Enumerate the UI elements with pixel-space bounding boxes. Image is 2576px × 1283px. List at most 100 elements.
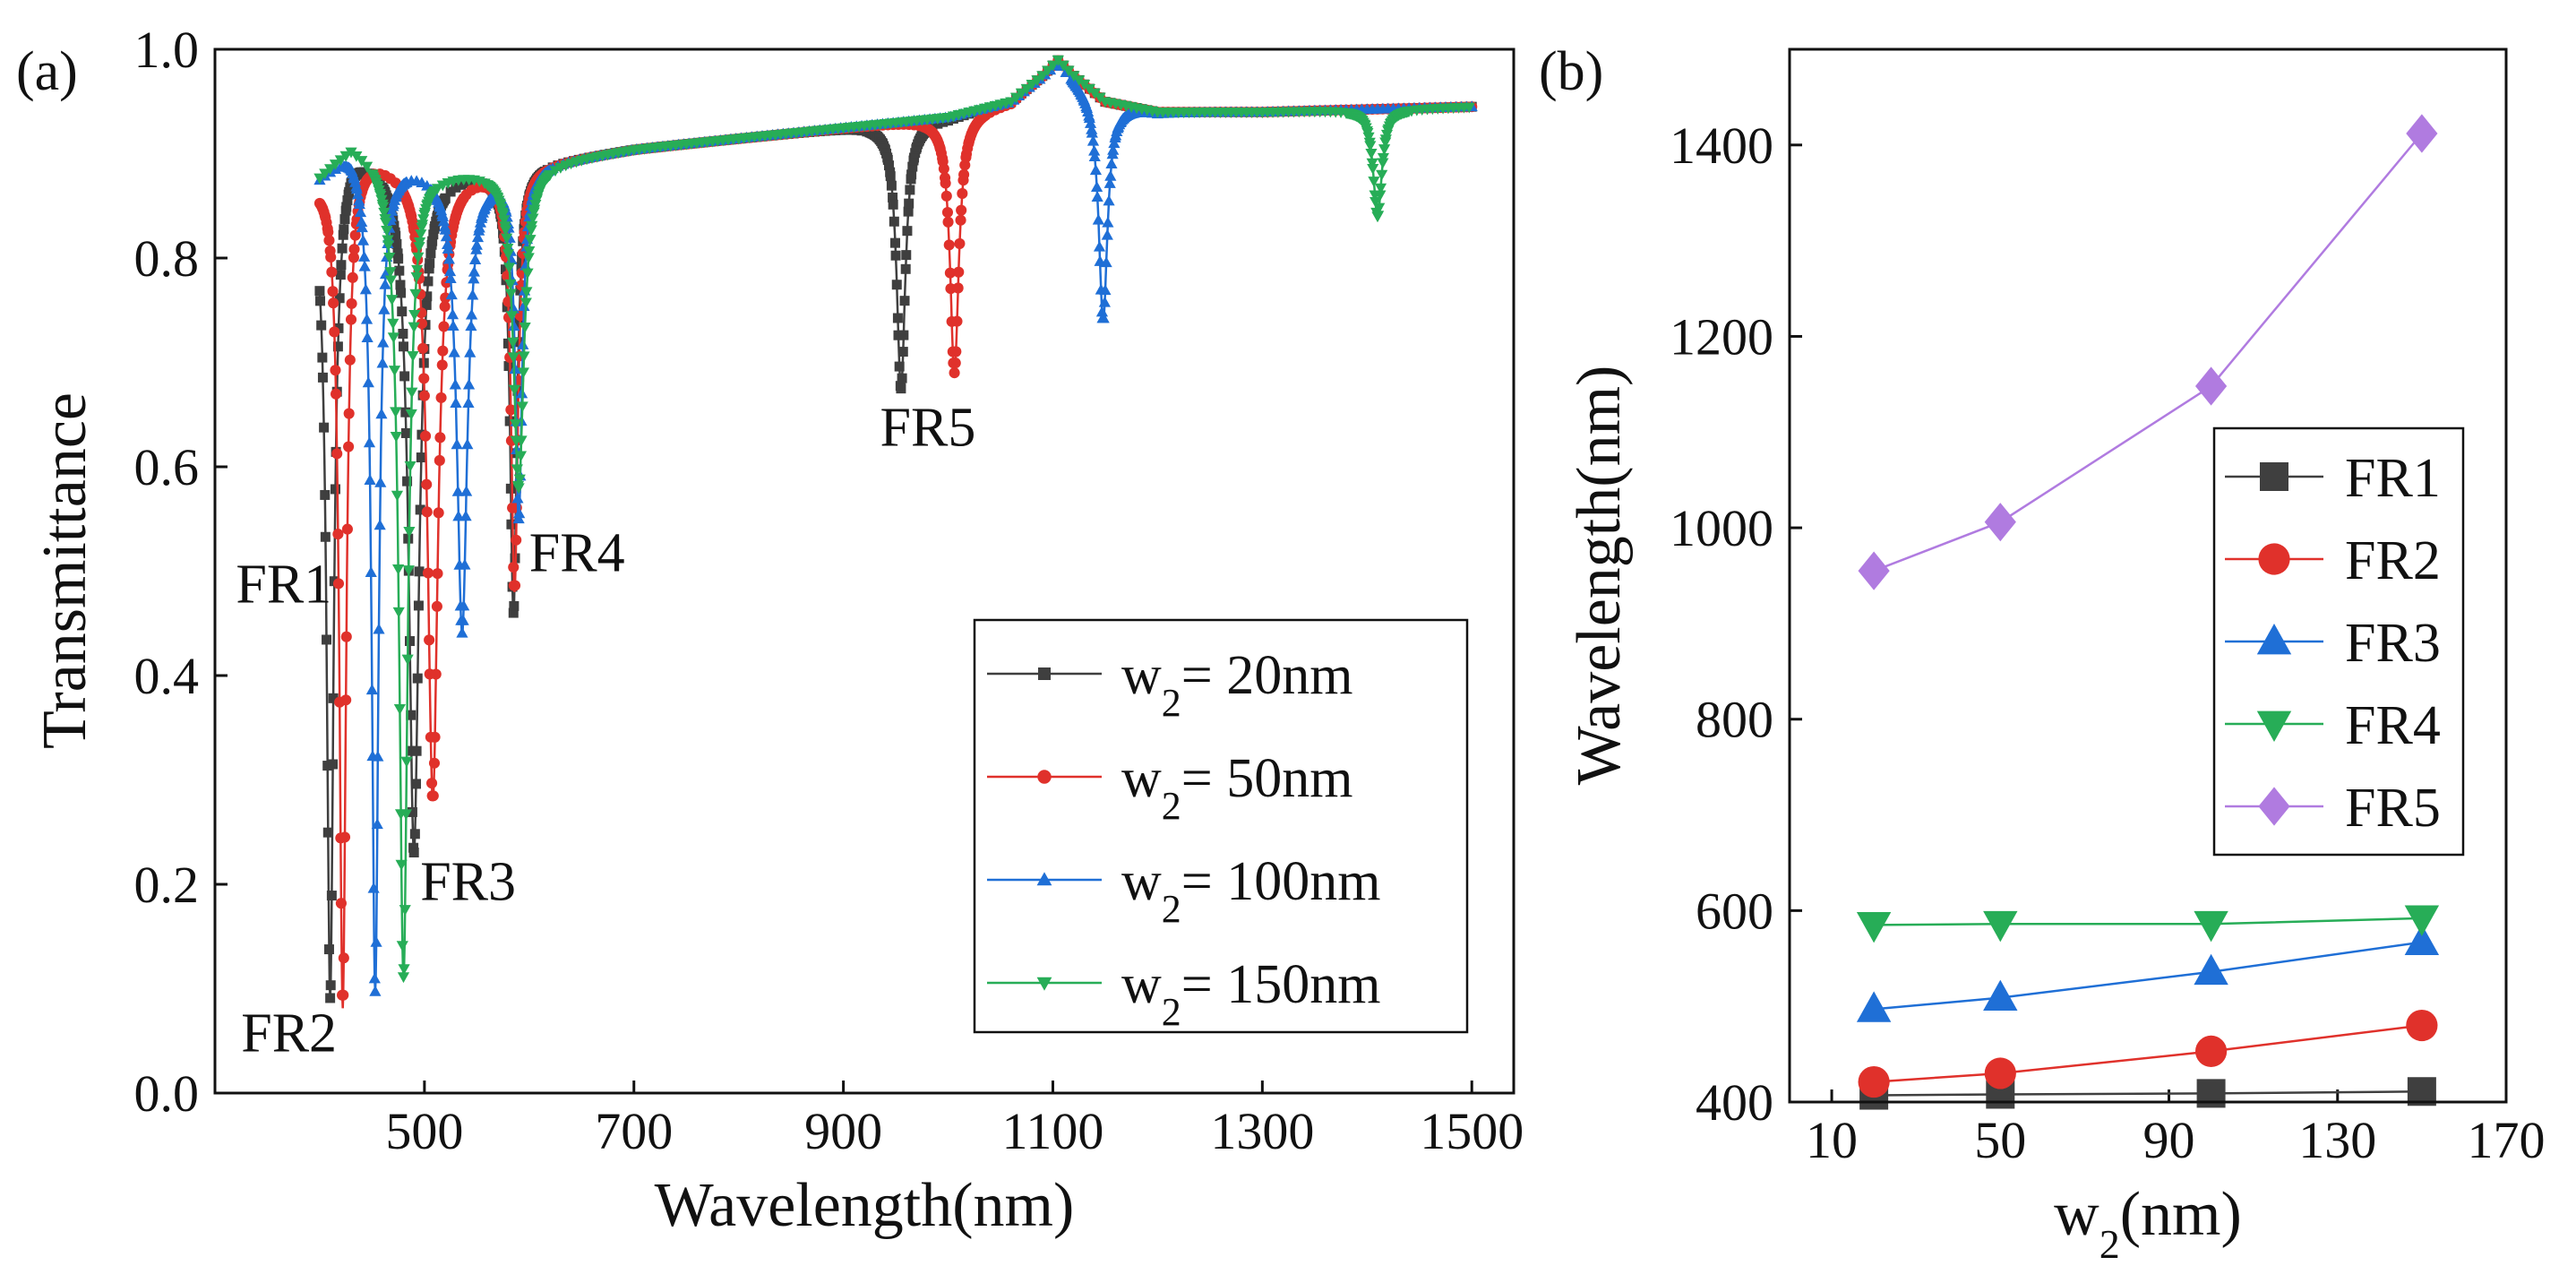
panel-a-point — [443, 265, 457, 277]
panel-a-point — [414, 237, 426, 248]
panel-a-point — [1107, 143, 1120, 155]
panel-a-point — [890, 250, 901, 261]
panel-b-ytick-label: 600 — [1696, 882, 1773, 940]
panel-a-ticks: 500 700 900 1100 1300 1500 0.0 0.2 0.4 0.6 0.8 1.0 — [134, 21, 1524, 1160]
panel-a-point — [462, 378, 476, 390]
panel-b-line — [1874, 1090, 2422, 1097]
panel-a-point — [340, 694, 352, 706]
panel-a-point — [313, 173, 326, 185]
panel-b-series-fr2 — [1858, 1009, 2438, 1098]
panel-a-point — [416, 318, 427, 330]
panel-b-line — [1873, 133, 2423, 573]
panel-a-point — [382, 240, 395, 252]
panel-a-point — [343, 441, 355, 452]
panel-b-xtick-label: 50 — [1974, 1111, 2026, 1169]
panel-a-annotation: FR4 — [529, 523, 625, 584]
panel-a-point — [410, 271, 423, 283]
panel-a-point — [417, 342, 429, 354]
panel-a-point — [398, 341, 408, 352]
panel-a-point — [465, 320, 477, 332]
panel-a-point — [322, 827, 333, 838]
panel-a-point — [449, 378, 461, 390]
panel-a-point — [898, 330, 909, 340]
panel-a-point — [1086, 134, 1100, 146]
panel-a-point — [358, 251, 371, 262]
panel-a-point — [906, 169, 917, 180]
panel-a-point — [398, 964, 410, 976]
panel-a-point — [364, 474, 376, 485]
panel-a-point — [322, 226, 334, 238]
panel-a-point — [408, 310, 421, 321]
panel-a-point — [331, 388, 342, 400]
panel-a-point — [894, 361, 905, 372]
panel-a-point — [466, 177, 477, 188]
panel-a-legend-marker — [1038, 667, 1051, 680]
panel-a-point — [468, 272, 480, 284]
panel-a-point — [365, 566, 377, 577]
panel-a-point — [437, 345, 449, 357]
panel-a-point — [324, 164, 337, 176]
panel-a-point — [943, 239, 955, 251]
panel-a-point — [362, 376, 374, 388]
panel-a-point — [1088, 151, 1101, 162]
panel-a-point — [440, 292, 451, 304]
panel-a-point — [405, 409, 417, 420]
panel-a-point — [462, 397, 475, 408]
panel-a-point — [458, 599, 470, 611]
panel-a-point — [892, 313, 903, 323]
panel-a-point — [1378, 144, 1391, 155]
panel-b-point — [1856, 991, 1892, 1022]
panel-a-point — [339, 224, 349, 235]
panel-a-point — [902, 226, 913, 237]
panel-a-point — [1105, 158, 1118, 169]
panel-a-point — [338, 952, 349, 964]
panel-a-point — [399, 809, 413, 821]
panel-a-point — [339, 831, 351, 843]
panel-a-point — [394, 265, 405, 276]
panel-a-point — [1088, 144, 1101, 156]
panel-a-point — [513, 507, 526, 519]
panel-b-legend-label: FR5 — [2345, 778, 2441, 839]
panel-a-point — [1374, 190, 1387, 202]
panel-a-point — [901, 250, 912, 261]
panel-a-point — [433, 507, 444, 519]
panel-a-point — [377, 202, 390, 213]
panel-a-xtick-label: 700 — [595, 1102, 673, 1160]
panel-b-point — [2194, 366, 2228, 406]
panel-b-ytick-label: 1400 — [1670, 116, 1773, 175]
panel-b-legend-marker — [2258, 543, 2290, 575]
panel-a-point — [341, 523, 353, 535]
panel-a-point — [320, 531, 331, 542]
panel-a-point — [502, 338, 513, 349]
panel-a-point — [424, 634, 435, 646]
panel-a-point — [441, 238, 454, 250]
panel-a-point — [885, 171, 896, 182]
panel-a-point — [445, 288, 458, 300]
panel-b-ytick-label: 1000 — [1670, 499, 1773, 557]
panel-a-point — [339, 214, 350, 225]
panel-a-point — [507, 302, 519, 314]
panel-a-point — [1009, 92, 1023, 104]
panel-a-point — [519, 297, 532, 309]
panel-a-point — [528, 204, 541, 216]
panel-a-point — [428, 229, 439, 240]
panel-a-point — [1368, 177, 1380, 187]
panel-b-point — [2194, 953, 2228, 986]
panel-a-point — [359, 167, 370, 177]
panel-a-point — [907, 161, 918, 172]
panel-a-point — [521, 268, 534, 280]
panel-b-point — [1983, 910, 2018, 943]
panel-a-point — [517, 367, 529, 379]
panel-a-point — [382, 235, 394, 246]
panel-a-point — [407, 350, 419, 362]
panel-a-point — [889, 237, 900, 248]
panel-a-point — [390, 431, 402, 443]
panel-a-point — [330, 365, 341, 376]
panel-a-point — [315, 296, 326, 306]
panel-a-point — [518, 351, 530, 363]
panel-a-point — [332, 341, 343, 352]
panel-a-point — [1101, 228, 1113, 240]
panel-a-point — [1108, 137, 1121, 149]
panel-a-point — [953, 266, 965, 278]
panel-b-point — [2406, 114, 2438, 153]
